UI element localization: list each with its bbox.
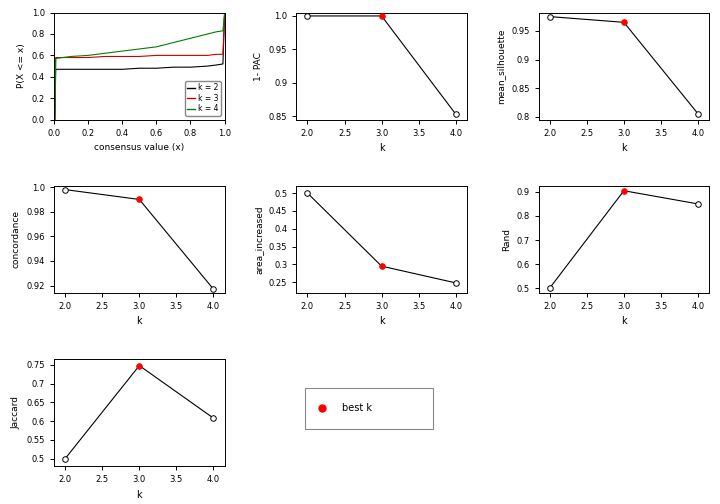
X-axis label: k: k xyxy=(621,143,626,153)
X-axis label: k: k xyxy=(379,143,384,153)
Legend: k = 2, k = 3, k = 4: k = 2, k = 3, k = 4 xyxy=(185,81,221,116)
X-axis label: k: k xyxy=(137,490,142,500)
X-axis label: k: k xyxy=(379,317,384,327)
Y-axis label: 1- PAC: 1- PAC xyxy=(254,51,264,81)
FancyBboxPatch shape xyxy=(305,388,433,429)
Y-axis label: area_increased: area_increased xyxy=(254,205,264,274)
Y-axis label: P(X <= x): P(X <= x) xyxy=(17,44,26,89)
X-axis label: k: k xyxy=(137,317,142,327)
Y-axis label: mean_silhouette: mean_silhouette xyxy=(497,28,505,104)
Y-axis label: concordance: concordance xyxy=(12,210,21,269)
X-axis label: k: k xyxy=(621,317,626,327)
Text: best k: best k xyxy=(342,403,372,413)
X-axis label: consensus value (x): consensus value (x) xyxy=(94,143,184,152)
Y-axis label: Jaccard: Jaccard xyxy=(12,396,21,429)
Y-axis label: Rand: Rand xyxy=(502,228,510,251)
